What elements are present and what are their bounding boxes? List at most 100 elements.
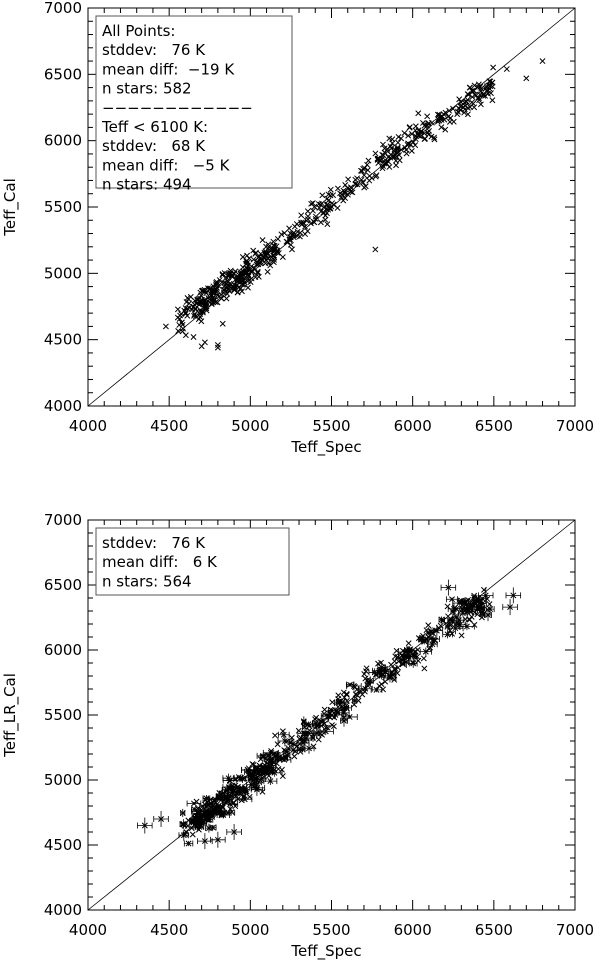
data-point	[450, 105, 456, 112]
data-point	[254, 268, 261, 275]
data-point	[260, 752, 266, 759]
data-point	[254, 270, 261, 276]
data-point	[423, 627, 430, 634]
data-point	[431, 134, 438, 141]
data-point	[281, 756, 288, 763]
data-point	[300, 219, 307, 226]
x-tick-label: 4000	[69, 921, 107, 939]
data-point	[309, 200, 316, 207]
data-point	[292, 748, 299, 755]
data-point	[291, 753, 298, 760]
data-point	[180, 821, 187, 828]
legend-line: stddev: 76 K	[102, 41, 206, 59]
data-point	[264, 268, 271, 275]
data-point	[489, 97, 496, 104]
y-tick-label: 7000	[44, 511, 82, 529]
y-tick-label: 5000	[44, 771, 82, 789]
x-tick-label: 5000	[231, 921, 269, 939]
legend-line: mean diff: −5 K	[102, 156, 231, 174]
data-point	[343, 691, 350, 698]
data-point	[325, 197, 332, 204]
data-point	[458, 632, 465, 639]
data-point	[289, 246, 295, 253]
data-point	[395, 139, 401, 146]
data-point	[422, 135, 429, 142]
data-point	[301, 724, 308, 731]
data-point	[279, 773, 286, 780]
data-point	[201, 838, 208, 845]
data-point	[414, 646, 421, 653]
data-point	[478, 598, 485, 605]
data-point	[386, 135, 393, 142]
data-point	[193, 798, 200, 805]
data-point	[247, 279, 254, 285]
data-point	[209, 294, 216, 301]
data-point	[182, 831, 189, 838]
data-point	[343, 690, 350, 697]
data-point	[399, 661, 406, 668]
data-point	[449, 630, 456, 637]
data-point	[449, 596, 455, 603]
data-point	[239, 288, 245, 295]
data-point	[306, 745, 312, 752]
legend-box	[95, 15, 293, 189]
data-point	[245, 273, 252, 280]
data-point	[219, 320, 226, 327]
y-axis-label: Teff_LR_Cal	[1, 673, 20, 758]
data-point	[330, 192, 337, 199]
data-point	[474, 606, 481, 613]
data-point	[180, 821, 187, 827]
legend-line: n stars: 494	[102, 176, 192, 194]
data-point	[211, 797, 218, 804]
data-point	[468, 598, 475, 605]
data-point	[283, 738, 290, 745]
data-point	[447, 627, 454, 634]
data-point	[322, 724, 329, 731]
data-point	[198, 318, 205, 325]
data-point	[279, 728, 286, 735]
data-point	[362, 675, 369, 682]
x-tick-label: 6000	[394, 921, 432, 939]
data-point	[315, 201, 322, 207]
data-point	[392, 653, 399, 660]
data-point	[272, 732, 279, 739]
data-point	[412, 136, 419, 143]
x-tick-label: 4500	[150, 417, 188, 435]
data-point	[438, 124, 445, 131]
data-point	[352, 691, 359, 698]
data-point	[286, 225, 293, 232]
x-tick-label: 7000	[556, 921, 594, 939]
data-point	[471, 592, 478, 599]
data-point	[274, 741, 281, 748]
data-point	[304, 228, 311, 235]
data-point	[260, 764, 267, 771]
data-point	[188, 825, 195, 832]
data-point	[387, 143, 394, 150]
data-point	[214, 299, 221, 306]
legend-line: All Points:	[102, 22, 175, 40]
data-point	[375, 660, 382, 667]
bottom-scatter-panel: 4000 4500 5000 5500 6000 6500 7000 4000 4500 5000…	[1, 511, 594, 961]
data-point	[274, 236, 281, 242]
data-point	[438, 616, 445, 623]
data-point	[450, 608, 456, 615]
data-point	[507, 604, 514, 611]
data-point	[343, 697, 350, 704]
data-point	[334, 185, 341, 192]
data-point	[405, 640, 412, 647]
data-point	[359, 691, 366, 698]
data-point	[181, 307, 188, 314]
data-point	[301, 737, 308, 744]
data-point	[291, 232, 297, 239]
data-point	[334, 204, 341, 211]
data-point	[461, 106, 468, 113]
data-point	[431, 136, 438, 143]
data-point	[198, 343, 205, 350]
data-point	[487, 606, 494, 613]
data-point	[251, 775, 258, 782]
data-point	[278, 231, 285, 238]
data-point	[246, 793, 253, 800]
data-point	[420, 120, 426, 126]
data-point	[425, 121, 432, 127]
